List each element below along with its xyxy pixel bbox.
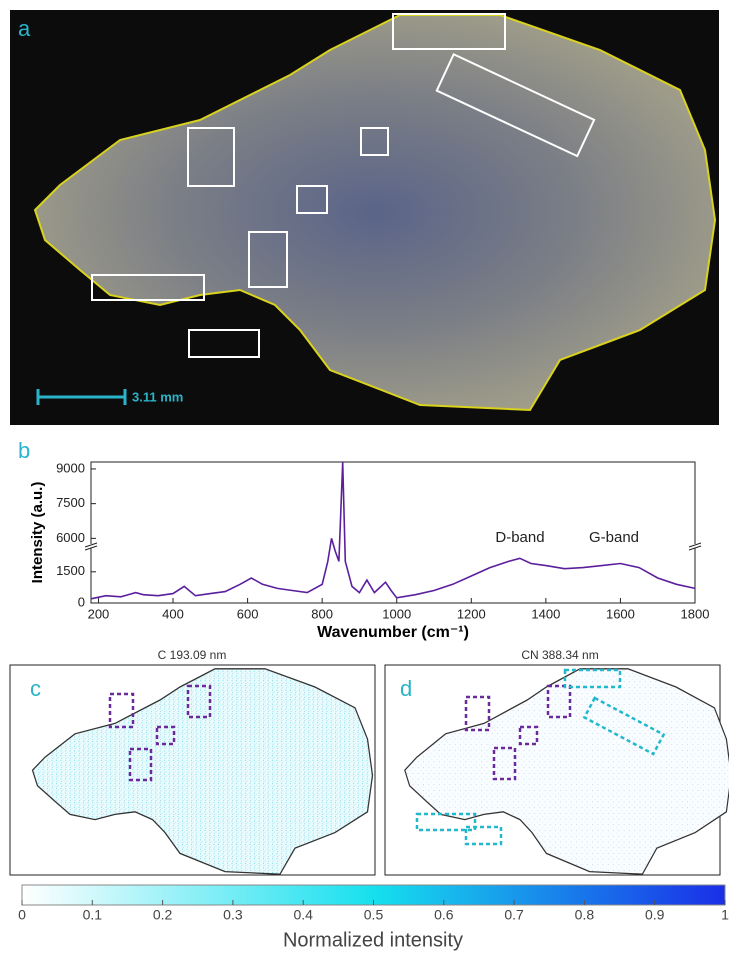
colorbar-tick-label: 1: [721, 907, 729, 923]
colorbar-label: Normalized intensity: [283, 929, 463, 951]
spectrum-chart: 200 400 600 800 1000 1200 1400 1600 1800 0 1500 600…: [29, 460, 729, 641]
x-axis-label: Wavenumber (cm⁻¹): [317, 624, 469, 641]
colorbar-tick-label: 0.9: [645, 907, 665, 923]
colorbar-tick-label: 0.7: [504, 907, 524, 923]
x-tick-label: 800: [311, 606, 333, 621]
figure: a 3.11 mm b 2004006008001000120014001600…: [0, 0, 729, 953]
panel-label: b: [18, 438, 30, 463]
photo-panel: a 3.11 mm: [10, 10, 719, 425]
x-tick-label: 1000: [382, 606, 411, 621]
panel-label: a: [18, 16, 31, 41]
x-tick-label: 200: [88, 606, 110, 621]
x-tick-label: 1800: [681, 606, 710, 621]
colorbar-tick-label: 0: [18, 907, 26, 923]
y-tick-label: 6000: [56, 530, 85, 545]
colorbar-tick-label: 0.5: [364, 907, 384, 923]
colorbar-tick-label: 0.4: [293, 907, 313, 923]
map-title: CN 388.34 nm: [521, 648, 598, 662]
scale-bar-label: 3.11 mm: [132, 389, 183, 404]
y-axis-label: Intensity (a.u.): [29, 482, 46, 584]
annotation: G-band: [589, 529, 639, 546]
map-title: C 193.09 nm: [158, 648, 227, 662]
colorbar-tick-label: 0.1: [83, 907, 103, 923]
x-tick-label: 400: [162, 606, 184, 621]
y-tick-label: 9000: [56, 460, 85, 475]
colorbar-tick-label: 0.2: [153, 907, 173, 923]
x-tick-label: 600: [237, 606, 259, 621]
panel-label: d: [400, 676, 412, 701]
colorbar-tick-label: 0.3: [223, 907, 243, 923]
y-tick-label: 0: [78, 594, 85, 609]
y-tick-label: 1500: [56, 563, 85, 578]
x-tick-label: 1400: [531, 606, 560, 621]
annotation: D-band: [495, 529, 544, 546]
x-tick-label: 1200: [457, 606, 486, 621]
y-tick-label: 7500: [56, 495, 85, 510]
x-tick-label: 1600: [606, 606, 635, 621]
colorbar-tick-label: 0.8: [575, 907, 595, 923]
panel-label: c: [30, 676, 41, 701]
colorbar-tick-label: 0.6: [434, 907, 454, 923]
